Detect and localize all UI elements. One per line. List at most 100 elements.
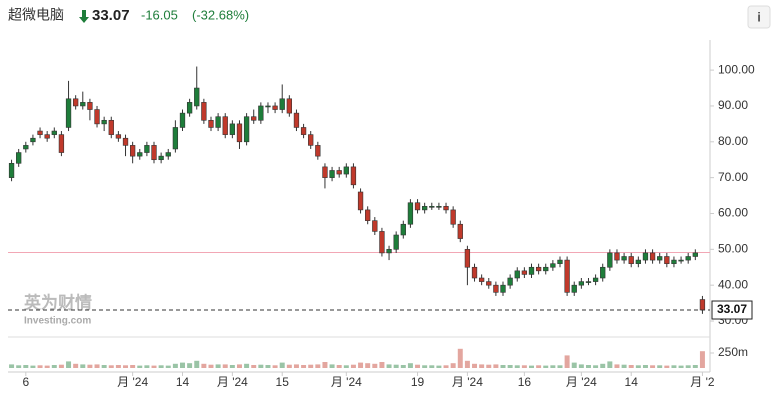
- last-price-box: [711, 300, 753, 320]
- candle-body: [592, 277, 599, 282]
- volume-bar: [322, 362, 328, 368]
- down-arrow: [79, 10, 89, 23]
- volume-bar: [379, 362, 385, 368]
- candle-body: [258, 105, 264, 121]
- volume-bar: [472, 363, 478, 368]
- candle-body: [671, 259, 677, 264]
- volume-bar: [657, 365, 663, 368]
- y-tick-label: 100.00: [718, 62, 755, 76]
- candle-body: [486, 281, 492, 286]
- candle-body: [578, 281, 585, 286]
- volume-bar: [464, 360, 470, 368]
- candle-body: [293, 112, 300, 128]
- volume-bar: [678, 365, 684, 368]
- volume-bar: [286, 364, 292, 368]
- candle-body: [457, 223, 463, 239]
- info-icon[interactable]: i: [757, 9, 761, 24]
- volume-bar: [16, 365, 22, 368]
- volume-bar: [350, 364, 356, 368]
- volume-bar: [635, 365, 641, 368]
- candle-body: [272, 105, 278, 110]
- candle-body: [450, 209, 456, 225]
- candle-body: [186, 102, 193, 114]
- candle-body: [393, 234, 399, 250]
- candle-body: [315, 145, 321, 157]
- candle-body: [521, 270, 528, 275]
- volume-bar: [457, 348, 463, 368]
- candle-body: [685, 256, 691, 261]
- x-tick-label: 月 '24: [117, 375, 148, 389]
- candle-body: [464, 249, 471, 268]
- candle-body: [628, 256, 634, 264]
- volume-bar: [201, 363, 207, 368]
- volume-bar: [101, 365, 107, 368]
- volume-bar: [386, 364, 392, 368]
- volume-bar: [593, 365, 599, 368]
- volume-bar: [507, 365, 513, 368]
- info-button[interactable]: [747, 5, 771, 29]
- volume-bar: [336, 365, 342, 368]
- candle-body: [222, 116, 228, 135]
- volume-bar: [301, 365, 307, 368]
- volume-bar: [51, 365, 57, 368]
- volume-bar: [650, 365, 656, 368]
- volume-bar: [172, 363, 178, 368]
- watermark-site: Investing.com: [24, 316, 91, 327]
- volume-bar: [493, 364, 499, 368]
- candle-body: [507, 277, 513, 286]
- candle-body: [422, 206, 428, 211]
- candle-body: [265, 105, 271, 108]
- candle-body: [73, 98, 79, 107]
- candle-body: [172, 127, 179, 150]
- candle-body: [329, 170, 335, 178]
- candle-body: [514, 270, 520, 279]
- candle-body: [51, 130, 57, 135]
- volume-bar: [130, 365, 136, 368]
- change-percent: (-32.68%): [192, 7, 249, 22]
- x-tick-label: 15: [276, 375, 290, 389]
- volume-bar: [251, 365, 257, 368]
- last-price-label: 33.07: [717, 302, 747, 316]
- candle-body: [137, 152, 143, 157]
- volume-bar: [536, 365, 542, 368]
- volume-bar: [429, 365, 435, 368]
- volume-bar: [358, 362, 364, 368]
- volume-bar: [564, 355, 570, 368]
- volume-bar: [279, 362, 285, 368]
- candle-body: [23, 145, 29, 150]
- volume-bar: [557, 365, 563, 368]
- candle-body: [535, 266, 542, 272]
- volume-bar: [66, 361, 72, 368]
- y-tick-label: 90.00: [718, 98, 748, 112]
- volume-bar: [628, 365, 634, 368]
- candle-body: [16, 152, 22, 164]
- volume-bar: [293, 364, 299, 368]
- volume-bar: [514, 365, 520, 368]
- volume-bar: [415, 364, 421, 368]
- volume-bar: [80, 364, 86, 368]
- x-tick-label: 16: [518, 375, 532, 389]
- candle-body: [236, 123, 243, 143]
- candle-body: [151, 145, 157, 161]
- candle-body: [699, 299, 706, 311]
- volume-bar: [372, 363, 378, 368]
- candle-body: [300, 127, 307, 135]
- volume-bar: [621, 364, 627, 368]
- candle-body: [343, 166, 349, 175]
- candle-body: [87, 102, 93, 110]
- volume-bar: [144, 365, 150, 368]
- candle-body: [493, 284, 499, 293]
- volume-bar: [607, 361, 613, 368]
- volume-bar: [450, 363, 456, 368]
- x-tick-label: 月 '24: [566, 375, 597, 389]
- volume-bar: [343, 365, 349, 368]
- volume-bar: [258, 364, 264, 368]
- candle-body: [571, 284, 577, 293]
- candle-body: [279, 98, 285, 110]
- volume-bar: [87, 364, 93, 368]
- volume-bar: [165, 365, 171, 368]
- volume-bar: [400, 365, 406, 368]
- candle-body: [500, 284, 506, 293]
- candle-body: [635, 259, 641, 264]
